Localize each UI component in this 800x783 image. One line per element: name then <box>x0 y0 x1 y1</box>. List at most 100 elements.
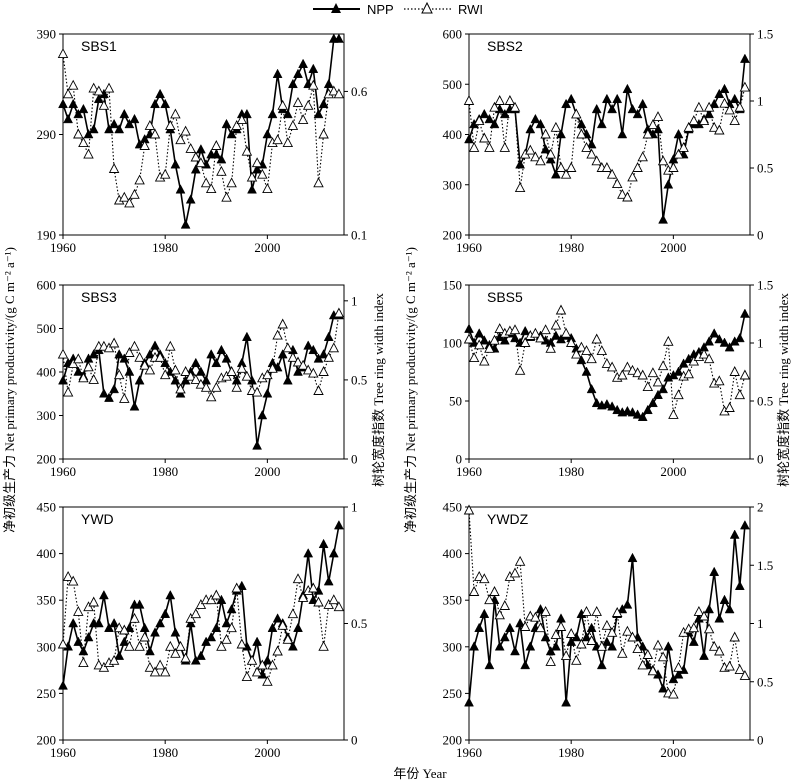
npp-point <box>323 331 334 341</box>
rwi-point <box>175 640 186 651</box>
y-right-tick-label: 0.6 <box>351 84 368 99</box>
rwi-point <box>581 605 592 616</box>
rwi-point <box>576 638 587 649</box>
rwi-point <box>683 121 694 132</box>
rwi-point <box>703 623 715 634</box>
y-left-tick-label: 250 <box>37 686 57 701</box>
npp-point <box>709 328 720 338</box>
rwi-point <box>550 319 562 330</box>
y-left-tick-label: 400 <box>443 546 463 561</box>
y-left-tick-label: 190 <box>37 228 57 243</box>
rwi-point <box>62 88 74 99</box>
y-left-tick-label: 450 <box>443 500 463 515</box>
y-left-tick-label: 400 <box>37 546 57 561</box>
npp-point <box>479 335 490 345</box>
rwi-point <box>489 586 500 596</box>
left-axis-label: 净初级生产力 Net primary productivity/(g C m⁻²… <box>2 247 17 533</box>
rwi-point <box>693 101 705 112</box>
rwi-point <box>154 659 166 670</box>
x-tick-label: 1960 <box>456 745 482 760</box>
rwi-point <box>108 654 120 665</box>
rwi-point <box>627 364 638 375</box>
rwi-point <box>108 163 120 173</box>
rwi-point <box>292 573 304 584</box>
y-left-tick-label: 300 <box>37 408 57 423</box>
npp-point <box>124 118 135 129</box>
npp-point <box>504 622 515 632</box>
npp-point <box>704 108 715 119</box>
panel-sbs1: 1960 1980 2000 190 290 390 0.1 0.6 SBS1 <box>37 27 368 256</box>
npp-point <box>252 636 263 646</box>
npp-point <box>535 603 546 614</box>
rwi-point <box>282 633 294 644</box>
npp-point <box>709 566 720 576</box>
rwi-point <box>647 119 659 130</box>
rwi-point <box>698 610 710 621</box>
rwi-point <box>708 640 720 651</box>
rwi-point <box>83 148 94 159</box>
npp-point <box>257 409 268 420</box>
npp-point <box>489 118 500 129</box>
rwi-point <box>509 324 521 335</box>
rwi-point <box>596 640 608 651</box>
rwi-point <box>530 327 541 338</box>
npp-point <box>525 641 536 651</box>
y-right-tick-label: 1.5 <box>757 278 773 293</box>
npp-point <box>561 98 572 109</box>
rwi-point <box>308 79 319 90</box>
rwi-point <box>479 132 490 143</box>
rwi-point <box>313 177 324 188</box>
legend-rwi-label: RWI <box>458 2 483 17</box>
rwi-point <box>144 119 156 130</box>
rwi-point <box>297 359 309 370</box>
npp-point <box>58 680 68 690</box>
rwi-point <box>67 575 79 586</box>
y-left-tick-label: 350 <box>37 593 57 608</box>
npp-point <box>719 594 730 604</box>
rwi-point <box>668 162 679 172</box>
npp-point <box>581 631 592 642</box>
npp-point <box>627 407 638 417</box>
rwi-point <box>62 386 74 397</box>
npp-point <box>272 613 283 623</box>
y-left-tick-label: 250 <box>443 686 463 701</box>
npp-point <box>83 128 94 139</box>
rwi-point <box>195 157 207 168</box>
rwi-point <box>333 88 345 99</box>
rwi-point <box>78 137 89 148</box>
rwi-point <box>550 629 562 640</box>
rwi-point <box>525 144 536 155</box>
rwi-point <box>673 389 684 400</box>
y-right-tick-label: 0 <box>351 733 358 748</box>
npp-point <box>637 411 648 421</box>
rwi-point <box>698 115 710 126</box>
npp-point <box>318 349 329 359</box>
rwi-point <box>57 348 69 359</box>
npp-point <box>150 340 160 350</box>
npp-point <box>201 636 212 646</box>
rwi-point <box>67 79 79 90</box>
npp-point <box>119 108 130 119</box>
y-right-tick-label: 1 <box>351 293 358 308</box>
npp-point <box>586 383 597 394</box>
rwi-point <box>272 329 283 340</box>
rwi-point <box>139 631 150 642</box>
rwi-point <box>519 621 531 631</box>
npp-point <box>73 366 84 376</box>
npp-point <box>195 144 206 154</box>
npp-point <box>277 349 288 359</box>
npp-point <box>612 404 623 415</box>
y-right-tick-label: 0.5 <box>757 161 773 176</box>
npp-point <box>535 118 546 129</box>
rwi-point <box>729 366 740 376</box>
npp-point <box>540 631 551 642</box>
npp-point <box>545 154 556 164</box>
rwi-point <box>468 352 480 363</box>
y-right-tick-label: 0.5 <box>757 674 773 689</box>
npp-point <box>719 83 730 94</box>
npp-point <box>267 108 278 119</box>
rwi-point <box>714 375 725 386</box>
npp-point <box>499 335 510 345</box>
rwi-point <box>545 655 556 666</box>
rwi-point <box>262 183 273 194</box>
